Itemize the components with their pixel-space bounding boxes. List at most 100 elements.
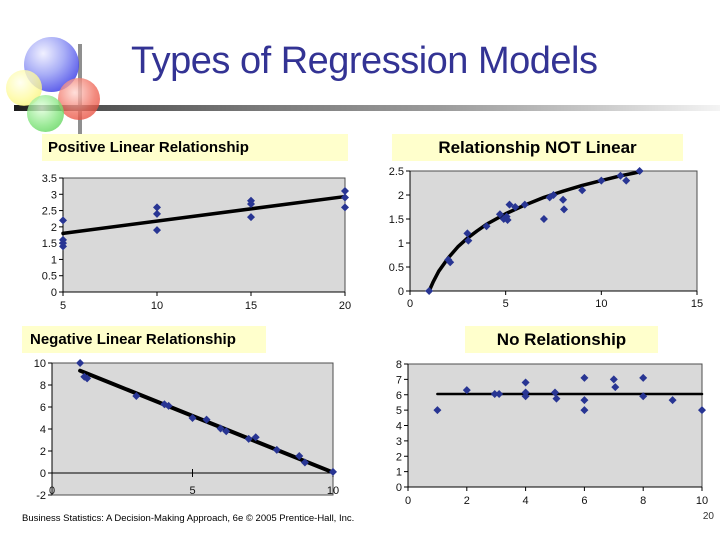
data-point bbox=[495, 210, 504, 219]
data-point bbox=[505, 200, 514, 209]
data-point bbox=[244, 434, 253, 443]
plot-area bbox=[407, 363, 703, 488]
y-tick-label: 8 bbox=[396, 359, 402, 371]
data-point bbox=[295, 451, 304, 460]
data-point bbox=[341, 203, 349, 212]
x-tick-label: 10 bbox=[327, 485, 339, 497]
data-point bbox=[164, 401, 173, 410]
y-tick-label: 10 bbox=[34, 358, 46, 370]
y-tick-label: 3.5 bbox=[42, 173, 57, 185]
x-tick-label: 2 bbox=[464, 495, 470, 506]
data-point bbox=[635, 167, 644, 175]
data-point bbox=[216, 424, 225, 433]
data-point bbox=[425, 287, 434, 295]
y-tick-label: 2 bbox=[396, 451, 402, 463]
data-point bbox=[559, 195, 568, 204]
data-point bbox=[609, 375, 618, 384]
y-tick-label: 8 bbox=[40, 380, 46, 392]
data-point bbox=[83, 374, 92, 383]
data-point bbox=[251, 433, 260, 442]
data-point bbox=[639, 392, 648, 401]
label-no-relationship: No Relationship bbox=[465, 326, 658, 353]
data-point bbox=[446, 258, 455, 267]
data-point bbox=[698, 406, 706, 415]
y-tick-label: 1.5 bbox=[389, 214, 404, 226]
trend-line bbox=[427, 170, 642, 293]
data-point bbox=[464, 236, 473, 245]
y-tick-label: 2 bbox=[51, 222, 57, 234]
data-point bbox=[247, 213, 255, 222]
data-point bbox=[247, 200, 255, 209]
x-tick-label: 15 bbox=[245, 300, 257, 312]
data-point bbox=[341, 193, 349, 202]
data-point bbox=[329, 467, 337, 476]
data-point bbox=[668, 396, 677, 405]
data-point bbox=[482, 222, 491, 231]
y-tick-label: 6 bbox=[40, 402, 46, 414]
footer-citation: Business Statistics: A Decision-Making A… bbox=[22, 513, 355, 524]
data-point bbox=[521, 378, 530, 387]
x-tick-label: 10 bbox=[595, 298, 607, 310]
y-tick-label: 3 bbox=[51, 189, 57, 201]
y-tick-label: 2.5 bbox=[389, 166, 404, 178]
data-point bbox=[462, 386, 471, 395]
y-tick-label: 5 bbox=[396, 405, 402, 417]
y-tick-label: 0 bbox=[40, 468, 46, 480]
data-point bbox=[580, 396, 589, 405]
data-point bbox=[616, 171, 625, 180]
y-tick-label: 0 bbox=[398, 286, 404, 298]
y-tick-label: 1 bbox=[51, 254, 57, 266]
data-point bbox=[503, 215, 512, 224]
page-number: 20 bbox=[702, 511, 714, 522]
x-tick-label: 10 bbox=[151, 300, 163, 312]
x-tick-label: 5 bbox=[60, 300, 66, 312]
y-tick-label: 2 bbox=[40, 446, 46, 458]
label-negative-linear-relationship: Negative Linear Relationship bbox=[22, 326, 266, 353]
data-point bbox=[202, 415, 211, 424]
page-title: Types of Regression Models bbox=[131, 40, 598, 82]
data-point bbox=[545, 193, 554, 202]
x-tick-label: 10 bbox=[696, 495, 708, 506]
data-point bbox=[495, 389, 504, 398]
x-tick-label: 15 bbox=[691, 298, 703, 310]
chart-no-relationship: 0 1 2 3 4 5 6 7 8 0 2 4 6 8 10 bbox=[396, 359, 708, 506]
logo-green-circle-icon bbox=[27, 95, 64, 132]
data-point bbox=[502, 212, 511, 221]
data-point bbox=[153, 203, 161, 212]
logo-red-circle-icon bbox=[58, 78, 100, 120]
y-tick-label: 1 bbox=[396, 467, 402, 479]
data-point bbox=[622, 176, 631, 185]
data-point bbox=[132, 392, 141, 400]
x-tick-label: 5 bbox=[189, 485, 195, 497]
x-tick-label: 8 bbox=[640, 495, 646, 506]
label-relationship-not-linear: Relationship NOT Linear bbox=[392, 134, 683, 161]
y-tick-label: 1 bbox=[398, 238, 404, 250]
data-point bbox=[188, 414, 197, 422]
data-point bbox=[59, 216, 67, 225]
data-point bbox=[433, 406, 442, 415]
data-point bbox=[272, 445, 281, 454]
y-tick-label: 2 bbox=[398, 190, 404, 202]
plot-area bbox=[62, 177, 346, 293]
y-tick-label: 2.5 bbox=[42, 206, 57, 218]
x-tick-label: 0 bbox=[405, 495, 411, 506]
y-tick-label: 4 bbox=[396, 421, 402, 433]
y-tick-label: 0.5 bbox=[389, 262, 404, 274]
data-point bbox=[552, 394, 561, 403]
data-point bbox=[580, 373, 589, 382]
x-tick-label: 20 bbox=[339, 300, 351, 312]
data-point bbox=[611, 383, 620, 392]
data-point bbox=[539, 215, 548, 223]
y-tick-label: 3 bbox=[396, 436, 402, 448]
plot-area bbox=[409, 170, 698, 292]
data-point bbox=[549, 191, 558, 199]
data-point bbox=[639, 373, 648, 382]
trend-line bbox=[61, 194, 347, 236]
data-point bbox=[222, 427, 231, 436]
y-tick-label: 4 bbox=[40, 424, 46, 436]
data-point bbox=[463, 229, 472, 238]
data-point bbox=[551, 388, 559, 397]
x-tick-label: 5 bbox=[503, 298, 509, 310]
y-tick-label: 1.5 bbox=[42, 238, 57, 250]
x-tick-label: 0 bbox=[407, 298, 413, 310]
